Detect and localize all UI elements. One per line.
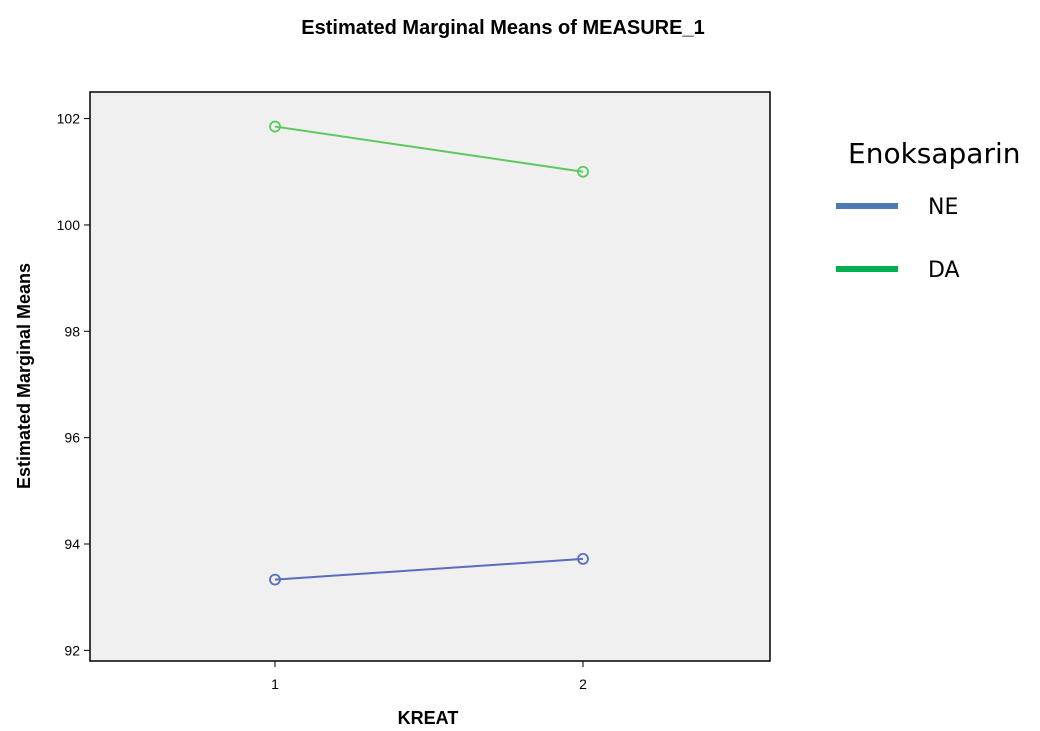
series-layer [269,120,589,586]
legend-label-da: DA [928,258,960,283]
plot-area [89,91,771,662]
data-point-ne-1 [269,573,281,586]
series-line-ne [274,557,584,581]
data-point-ne-2 [577,552,589,565]
chart-title: Estimated Marginal Means of MEASURE_1 [301,17,704,39]
legend-title: Enoksaparin [848,137,1021,170]
y-tick-label: 92 [64,642,80,658]
y-tick-label: 100 [57,217,81,233]
data-point-da-2 [577,165,589,178]
series-line-da [274,125,584,173]
y-axis-label: Estimated Marginal Means [14,263,34,489]
legend: Enoksaparin NE DA [836,137,1021,283]
x-tick-label: 1 [271,676,279,692]
y-tick-label: 96 [64,430,80,446]
y-tick-label: 102 [57,111,81,127]
y-tick-label: 98 [64,323,80,339]
x-tick-label: 2 [579,676,587,692]
y-tick-label: 94 [64,536,80,552]
x-axis-label: KREAT [398,708,459,728]
y-axis: 92 94 96 98 100 102 [57,111,90,658]
data-point-da-1 [269,120,281,133]
legend-label-ne: NE [928,195,958,220]
